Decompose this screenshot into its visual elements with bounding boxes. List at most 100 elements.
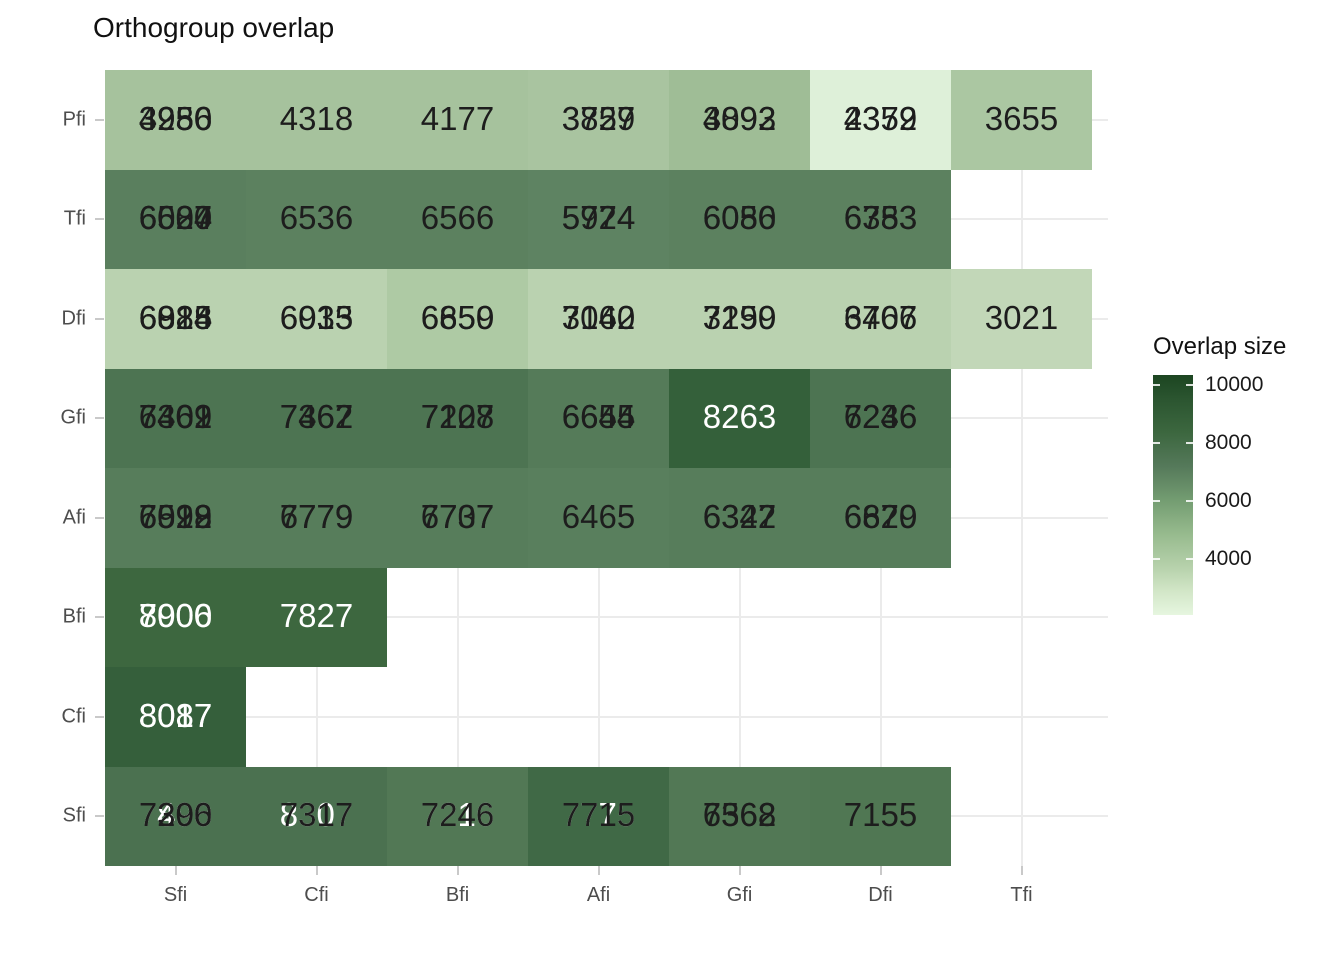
legend-tick-label: 10000 xyxy=(1205,373,1264,396)
heatmap-cell-Tfi-Bfi: 6566 xyxy=(387,169,528,269)
cell-value-label: 6246 xyxy=(843,398,918,436)
cell-value-label: 6870 xyxy=(843,497,918,535)
y-axis-label: Tfi xyxy=(63,207,86,230)
y-axis-tick xyxy=(95,815,104,818)
cell-value-label: 7306 xyxy=(138,796,213,834)
cell-value-label: 3757 xyxy=(561,99,636,137)
cell-value-label: 7299 xyxy=(702,298,777,336)
heatmap-cell-Gfi-Gfi: 8263 xyxy=(669,368,810,468)
cell-value-label: 6644 xyxy=(561,398,636,436)
cell-value-label: 4352 xyxy=(843,99,918,137)
y-axis-label: Cfi xyxy=(61,705,86,728)
heatmap-cell-Pfi-Bfi: 4177 xyxy=(387,70,528,170)
cell-value-label: 3655 xyxy=(984,99,1059,137)
cell-value-label: 6027 xyxy=(138,199,213,237)
cell-value-label: 6566 xyxy=(420,199,495,237)
cell-value-label: 7362 xyxy=(138,398,213,436)
legend-tick-left xyxy=(1153,500,1160,502)
cell-value-label: 7362 xyxy=(279,398,354,436)
legend-tick-left xyxy=(1153,384,1160,386)
heatmap-cell-Tfi-Dfi: 6353 6783 xyxy=(810,169,951,269)
gridline-vertical xyxy=(1020,70,1023,866)
y-axis-label: Bfi xyxy=(62,605,86,628)
cell-value-label: 8017 xyxy=(138,696,213,734)
heatmap-cell-Afi-Cfi: 6779 7779 xyxy=(246,468,387,568)
cell-value-label: 6466 xyxy=(843,298,918,336)
y-axis-tick xyxy=(95,417,104,420)
cell-value-label: 6084 xyxy=(138,298,213,336)
cell-value-label: 8000 xyxy=(138,597,213,635)
cell-value-label: 6629 xyxy=(843,497,918,535)
cell-value-label: 6779 xyxy=(279,497,354,535)
cell-value-label: 6327 xyxy=(702,497,777,535)
cell-value-label: 7208 xyxy=(420,398,495,436)
gridline-horizontal xyxy=(105,616,1108,619)
x-axis-tick xyxy=(738,866,741,875)
cell-value-label: 7236 xyxy=(843,398,918,436)
cell-value-label: 6522 xyxy=(138,497,213,535)
cell-value-label: 8087 xyxy=(138,696,213,734)
cell-value-label: 3142 xyxy=(561,298,636,336)
heatmap-cell-Gfi-Afi: 6655 6644 xyxy=(528,368,669,468)
x-axis-tick xyxy=(456,866,459,875)
cell-value-label: 3150 xyxy=(702,298,777,336)
cell-value-label: 7779 xyxy=(279,497,354,535)
cell-value-label: 3829 xyxy=(561,99,636,137)
cell-value-label: 3986 xyxy=(138,99,213,137)
x-axis-tick xyxy=(879,866,882,875)
cell-value-label: 6659 xyxy=(420,298,495,336)
cell-value-label: 7467 xyxy=(279,398,354,436)
cell-value-label: 3021 xyxy=(984,298,1059,336)
cell-value-label: 6342 xyxy=(702,497,777,535)
heatmap-cell-Afi-Dfi: 6629 6870 xyxy=(810,468,951,568)
heatmap-cell-Gfi-Cfi: 7362 7467 xyxy=(246,368,387,468)
cell-value-label: 7246 xyxy=(420,796,495,834)
x-axis-tick xyxy=(1020,866,1023,875)
y-axis-tick xyxy=(95,118,104,121)
cell-value-label: 7401 xyxy=(138,398,213,436)
cell-value-label: 7155 xyxy=(843,796,918,834)
cell-value-label: 6080 xyxy=(702,199,777,237)
gridline-horizontal xyxy=(105,715,1108,718)
cell-value-label: 4256 xyxy=(138,99,213,137)
cell-value-label: 7715 xyxy=(561,796,636,834)
heatmap-cell-Dfi-Bfi: 6659 6850 xyxy=(387,269,528,369)
x-axis-tick xyxy=(315,866,318,875)
x-axis-label: Sfi xyxy=(163,884,188,906)
cell-value-label: 6918 xyxy=(138,497,213,535)
cell-value-label: 7827 xyxy=(279,597,354,635)
heatmap-cell-Gfi-Bfi: 7208 7127 xyxy=(387,368,528,468)
y-axis-label: Dfi xyxy=(61,307,86,330)
cell-value-label: 3950 xyxy=(138,99,213,137)
heatmap-cell-Dfi-Afi: 7060 3142 xyxy=(528,269,669,369)
cell-value-label: 6465 xyxy=(561,497,636,535)
cell-value-label: 6815 xyxy=(138,298,213,336)
cell-value-label: 6707 xyxy=(420,497,495,535)
legend-gradient-bar: 10000 8000 6000 4000 xyxy=(1153,373,1263,615)
y-axis-tick xyxy=(95,516,104,519)
cell-value-label: 7216 xyxy=(420,796,495,834)
cell-value-label: 6562 xyxy=(702,796,777,834)
heatmap-cell-Pfi-Tfi: 3655 xyxy=(951,70,1092,170)
heatmap-cell-Sfi-Dfi: 7155 xyxy=(810,766,951,866)
cell-value-label: 6935 xyxy=(279,298,354,336)
x-axis-label: Cfi xyxy=(304,884,329,906)
cell-value-label: 7490 xyxy=(138,796,213,834)
heatmap-cell-Afi-Sfi: 7099 6522 6918 xyxy=(105,468,246,568)
heatmap-cell-Afi-Gfi: 6327 6342 xyxy=(669,468,810,568)
heatmap-cell-Sfi-Cfi: 8307 7317 xyxy=(246,766,387,866)
legend-tick-right xyxy=(1186,442,1193,444)
heatmap-cell-Tfi-Cfi: 6536 xyxy=(246,169,387,269)
y-axis-tick xyxy=(95,218,104,221)
heatmap-cell-Sfi-Afi: 7775 7715 xyxy=(528,766,669,866)
y-axis-label: Pfi xyxy=(62,108,86,131)
heatmap-cell-Pfi-Sfi: 4256 3950 3986 xyxy=(105,70,246,170)
heatmap-cell-Sfi-Sfi: 7490 7896 7290 7306 xyxy=(105,766,246,866)
cell-value-label: 6056 xyxy=(702,199,777,237)
heatmap-cell-Afi-Afi: 6465 xyxy=(528,468,669,568)
x-axis-label: Dfi xyxy=(868,884,893,906)
cell-value-label: 3707 xyxy=(843,298,918,336)
cell-value-label: 4318 xyxy=(279,99,354,137)
legend-title: Overlap size xyxy=(1153,333,1287,360)
